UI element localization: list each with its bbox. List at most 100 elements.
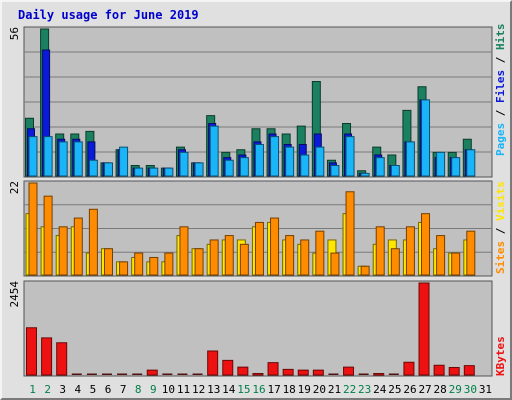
sites-bar — [179, 226, 189, 276]
pages-bar — [103, 162, 113, 177]
sites-bar — [28, 182, 38, 276]
pages-bar — [43, 136, 53, 177]
x-tick-label: 15 — [237, 383, 250, 396]
x-tick-label: 25 — [388, 383, 401, 396]
x-tick-label: 23 — [358, 383, 371, 396]
x-tick-label: 19 — [298, 383, 311, 396]
x-tick-label: 27 — [418, 383, 431, 396]
legend-entry-files: Files — [494, 70, 507, 103]
kbytes-bar — [343, 366, 355, 376]
kbytes-bar — [237, 366, 249, 376]
kbytes-bar — [463, 365, 475, 376]
pages-bar — [58, 141, 68, 177]
kbytes-bar — [358, 373, 369, 375]
x-tick-label: 7 — [120, 383, 127, 396]
sites-bar — [164, 252, 174, 276]
sites-bar — [103, 248, 113, 276]
kbytes-bar — [222, 359, 234, 376]
x-tick-label: 28 — [434, 383, 447, 396]
x-tick-label: 22 — [343, 383, 356, 396]
pages-bar — [209, 125, 219, 177]
pages-bar — [421, 99, 431, 177]
pages-bar — [134, 167, 144, 177]
pages-bar — [451, 157, 461, 177]
sites-bar — [451, 252, 461, 276]
pages-bar — [390, 165, 400, 177]
sites-bar — [149, 256, 159, 276]
legend-pages-files-hits: Pages / Files / Hits — [494, 24, 507, 157]
kbytes-bar — [373, 373, 385, 376]
kbytes-bar — [101, 373, 112, 375]
kbytes-bar — [56, 342, 68, 376]
x-tick-label: 11 — [177, 383, 190, 396]
pages-bar — [73, 141, 83, 177]
kbytes-bar — [117, 373, 128, 375]
kbytes-bar — [26, 327, 37, 376]
pages-bar — [179, 151, 189, 177]
x-tick-label: 31 — [479, 383, 492, 396]
sites-bar — [375, 226, 385, 276]
x-tick-label: 2 — [44, 383, 51, 396]
legend-entry-pages: Pages — [494, 123, 507, 156]
x-tick-label: 3 — [59, 383, 66, 396]
x-tick-label: 13 — [207, 383, 220, 396]
legend-entry-hits: Hits — [494, 24, 507, 51]
sites-bar — [43, 195, 53, 276]
kbytes-bar — [41, 337, 53, 376]
kbytes-bar — [418, 282, 430, 376]
sites-bar — [73, 217, 83, 276]
x-tick-label: 10 — [162, 383, 175, 396]
kbytes-bar — [297, 369, 309, 376]
kbytes-bar — [86, 373, 97, 375]
legend-kbytes: KBytes — [494, 336, 507, 376]
sites-bar — [466, 230, 476, 276]
pages-bar — [224, 159, 234, 177]
pages-bar — [88, 159, 98, 177]
sites-bar — [300, 239, 310, 276]
x-tick-label: 21 — [328, 383, 341, 396]
kbytes-bar — [328, 373, 339, 375]
x-tick-label: 9 — [150, 383, 157, 396]
x-tick-label: 4 — [75, 383, 82, 396]
kbytes-bar — [132, 373, 143, 375]
x-tick-label: 8 — [135, 383, 142, 396]
x-tick-label: 18 — [283, 383, 296, 396]
legend-separator: / — [494, 103, 507, 123]
pages-bar — [360, 172, 370, 177]
pages-bar — [149, 167, 159, 177]
x-tick-label: 29 — [449, 383, 462, 396]
legend-separator: / — [494, 50, 507, 70]
legend-separator: / — [494, 221, 507, 241]
sites-bar — [421, 213, 431, 276]
legend-sites-visits: Sites / Visits — [494, 181, 507, 274]
pages-bar — [405, 141, 415, 177]
kbytes-bar — [433, 364, 445, 376]
sites-bar — [239, 243, 249, 276]
panel-1-max-label: 56 — [8, 27, 21, 40]
panel-2-max-label: 22 — [8, 181, 21, 194]
kbytes-bar — [192, 373, 203, 375]
pages-bar — [345, 136, 355, 177]
panel-3-background — [23, 280, 493, 377]
pages-bar — [164, 167, 174, 177]
x-tick-label: 17 — [267, 383, 280, 396]
x-tick-label: 14 — [222, 383, 236, 396]
pages-bar — [194, 162, 204, 177]
sites-bar — [58, 226, 68, 276]
kbytes-bar — [312, 369, 324, 376]
x-tick-label: 30 — [464, 383, 477, 396]
pages-bar — [28, 136, 38, 177]
pages-bar — [239, 157, 249, 177]
sites-bar — [209, 239, 219, 276]
chart-title: Daily usage for June 2019 — [18, 8, 199, 22]
pages-bar — [466, 149, 476, 177]
x-tick-label: 16 — [252, 383, 265, 396]
kbytes-bar — [252, 373, 264, 376]
kbytes-bar — [267, 362, 279, 376]
sites-bar — [360, 265, 370, 276]
x-tick-label: 20 — [313, 383, 326, 396]
pages-bar — [330, 165, 340, 177]
kbytes-bar — [388, 373, 399, 375]
pages-bar — [285, 146, 295, 177]
sites-bar — [194, 248, 204, 276]
